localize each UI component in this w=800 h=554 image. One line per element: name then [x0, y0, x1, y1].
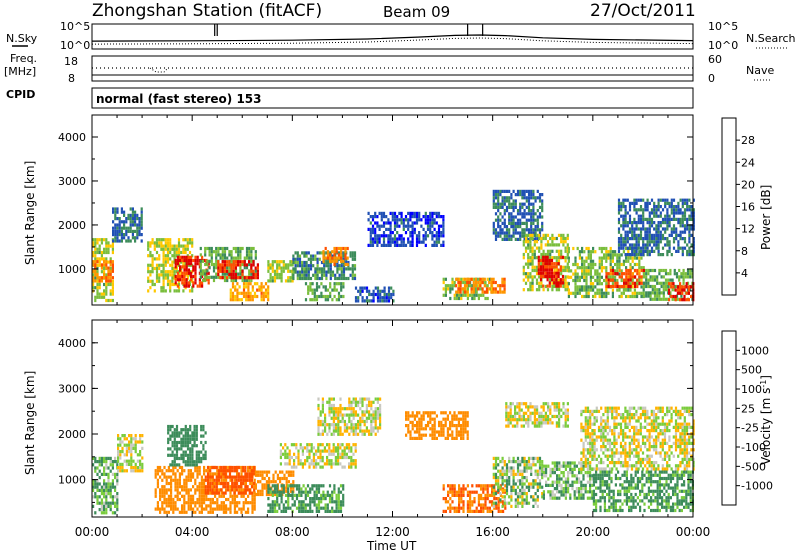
- velocity-region-0: [92, 456, 119, 515]
- power-region-10: [304, 282, 345, 302]
- noise-panel-frame: [91, 23, 694, 50]
- chart-title: Zhongshan Station (fitACF): [92, 1, 322, 21]
- power-region-21: [617, 198, 695, 257]
- freq-label-1: Freq.: [10, 52, 37, 65]
- range-axis-label-power: Slant Range [km]: [23, 161, 37, 265]
- power-colorbar-tick-5: 8: [741, 245, 748, 258]
- velocity-colorbar-tick-6: -500: [741, 460, 766, 473]
- nave-tick-bottom: 0: [708, 72, 715, 85]
- freq-tick-top: 18: [64, 55, 78, 68]
- power-region-22: [642, 268, 694, 301]
- velocity-region-4: [204, 465, 256, 495]
- velocity-panel: 4000 3000 2000 1000: [58, 319, 695, 518]
- velocity-region-11: [492, 456, 544, 508]
- noise-left-tick-bottom: 10^0: [60, 39, 90, 52]
- time-tick-4: 16:00: [475, 525, 510, 539]
- velocity-region-10: [442, 484, 507, 513]
- noise-left-label: N.Sky: [6, 32, 38, 45]
- power-region-13: [367, 211, 445, 247]
- velocity-region-1: [117, 434, 144, 473]
- cpid-panel-frame: [91, 87, 694, 109]
- time-axis: 00:00 04:00 08:00 12:00 16:00 20:00 00:00: [75, 525, 711, 539]
- time-tick-0: 00:00: [75, 525, 110, 539]
- cpid-mode: normal (fast stereo) 153: [96, 92, 262, 106]
- power-colorbar-tick-4: 12: [741, 223, 755, 236]
- noise-right-label: N.Search: [746, 32, 796, 45]
- power-range-tick-3: 1000: [58, 263, 86, 276]
- power-region-16: [492, 189, 544, 241]
- n-sky-line: [91, 34, 694, 42]
- velocity-region-13: [505, 402, 569, 428]
- power-colorbar-label: Power [dB]: [759, 185, 773, 250]
- freq-tick-bottom: 8: [68, 72, 75, 85]
- power-colorbar-tick-0: 28: [741, 134, 755, 147]
- velocity-colorbar-label: Velocity [m s-1]: [759, 375, 774, 465]
- time-tick-2: 08:00: [275, 525, 310, 539]
- time-tick-1: 04:00: [175, 525, 210, 539]
- power-region-7: [229, 282, 270, 302]
- velocity-region-3: [167, 424, 207, 467]
- colorbars: 28 24 20 16 12 8 4 1000 500 100 25 -25 -100 -500 -1000: [721, 117, 773, 506]
- date-label: 27/Oct/2011: [590, 1, 696, 21]
- velocity-region-6: [279, 443, 357, 469]
- power-region-11: [322, 246, 349, 267]
- cpid-label: CPID: [6, 88, 35, 101]
- velocity-range-tick-3: 1000: [58, 474, 86, 487]
- velocity-colorbar-tick-2: 100: [741, 383, 762, 396]
- velocity-colorbar-tick-5: -100: [741, 441, 766, 454]
- velocity-region-12: [542, 461, 594, 500]
- velocity-region-8: [317, 397, 382, 436]
- velocity-range-tick-2: 2000: [58, 428, 86, 441]
- n-search-line: [91, 37, 694, 45]
- power-colorbar-tick-3: 16: [741, 201, 755, 214]
- power-range-tick-0: 4000: [58, 131, 86, 144]
- power-colorbar-tick-6: 4: [741, 267, 748, 280]
- velocity-region-2: [154, 465, 256, 514]
- power-region-2: [112, 207, 143, 243]
- velocity-colorbar-tick-4: -25: [741, 422, 759, 435]
- time-axis-label: Time UT: [366, 539, 417, 553]
- velocity-range-tick-1: 3000: [58, 382, 86, 395]
- freq-label-2: [MHz]: [4, 65, 36, 78]
- noise-left-tick-top: 10^5: [60, 20, 90, 33]
- velocity-region-7: [267, 484, 345, 513]
- time-tick-6: 00:00: [676, 525, 711, 539]
- velocity-region-9: [405, 411, 469, 440]
- velocity-region-14: [580, 406, 695, 471]
- power-colorbar-tick-2: 20: [741, 178, 755, 191]
- noise-right-tick-bottom: 10^0: [708, 39, 738, 52]
- beam-label: Beam 09: [383, 3, 450, 21]
- power-region-12: [354, 286, 395, 303]
- power-colorbar-tick-1: 24: [741, 156, 755, 169]
- time-tick-3: 12:00: [375, 525, 410, 539]
- velocity-colorbar-tick-7: -1000: [741, 480, 773, 493]
- power-range-tick-1: 3000: [58, 175, 86, 188]
- power-region-15: [455, 277, 506, 294]
- noise-right-tick-top: 10^5: [708, 20, 738, 33]
- nave-tick-top: 60: [708, 53, 722, 66]
- velocity-colorbar-tick-3: 25: [741, 402, 755, 415]
- power-region-6: [217, 260, 259, 280]
- noise-series: [91, 24, 694, 45]
- power-region-18: [537, 255, 565, 288]
- nave-dip: [149, 67, 169, 73]
- power-region-1: [92, 260, 114, 283]
- velocity-range-tick-0: 4000: [58, 337, 86, 350]
- velocity-colorbar-tick-0: 1000: [741, 344, 769, 357]
- velocity-colorbar-tick-1: 500: [741, 364, 762, 377]
- range-axis-label-velocity: Slant Range [km]: [23, 371, 37, 475]
- time-tick-5: 20:00: [576, 525, 611, 539]
- nave-label: Nave: [746, 64, 774, 77]
- power-range-tick-2: 2000: [58, 219, 86, 232]
- power-panel: 4000 3000 2000 1000: [58, 114, 695, 306]
- power-region-20: [605, 268, 645, 289]
- velocity-region-15: [592, 470, 694, 513]
